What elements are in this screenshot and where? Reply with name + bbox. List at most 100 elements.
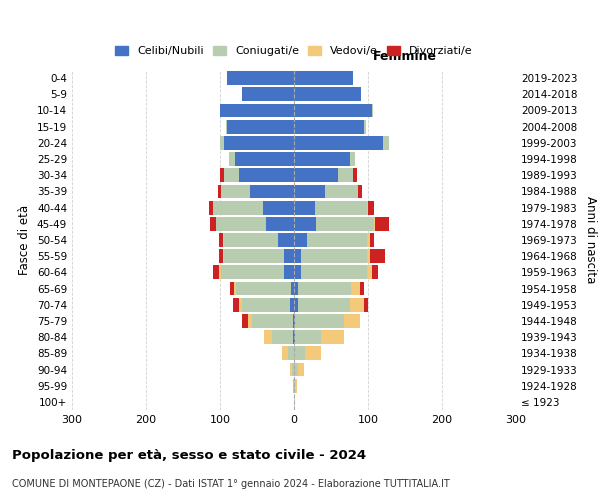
Bar — [272, 330, 293, 344]
Bar — [383, 136, 389, 149]
Bar — [242, 88, 294, 101]
Bar — [294, 379, 295, 392]
Bar — [220, 104, 294, 118]
Bar — [367, 266, 373, 280]
Bar — [298, 282, 351, 296]
Bar — [284, 250, 294, 263]
Bar — [294, 136, 383, 149]
Bar — [223, 233, 224, 247]
Bar — [227, 71, 294, 85]
Bar — [242, 298, 290, 312]
Bar — [294, 104, 372, 118]
Bar — [235, 152, 294, 166]
Bar — [209, 200, 212, 214]
Bar — [218, 184, 221, 198]
Bar — [215, 217, 266, 230]
Bar — [293, 379, 294, 392]
Bar — [370, 233, 374, 247]
Bar — [294, 152, 349, 166]
Bar — [294, 233, 307, 247]
Y-axis label: Fasce di età: Fasce di età — [19, 205, 31, 275]
Bar — [364, 120, 366, 134]
Bar — [290, 362, 292, 376]
Bar — [294, 168, 338, 182]
Bar — [224, 233, 278, 247]
Bar — [230, 282, 234, 296]
Legend: Celibi/Nubili, Coniugati/e, Vedovi/e, Divorziati/e: Celibi/Nubili, Coniugati/e, Vedovi/e, Di… — [111, 42, 477, 61]
Bar — [252, 314, 293, 328]
Bar — [294, 200, 315, 214]
Bar — [307, 233, 367, 247]
Bar — [288, 346, 294, 360]
Bar — [370, 250, 385, 263]
Bar — [294, 314, 295, 328]
Bar — [367, 250, 370, 263]
Bar — [349, 298, 364, 312]
Bar — [212, 200, 263, 214]
Bar — [295, 330, 322, 344]
Text: Popolazione per età, sesso e stato civile - 2024: Popolazione per età, sesso e stato civil… — [12, 450, 366, 462]
Bar — [291, 282, 294, 296]
Bar — [295, 314, 344, 328]
Bar — [294, 184, 325, 198]
Bar — [294, 282, 298, 296]
Bar — [234, 282, 236, 296]
Bar — [220, 168, 224, 182]
Bar — [294, 346, 305, 360]
Bar — [224, 250, 284, 263]
Bar — [236, 282, 291, 296]
Bar — [224, 168, 239, 182]
Bar — [239, 168, 294, 182]
Bar — [298, 362, 304, 376]
Text: Femmine: Femmine — [373, 50, 437, 63]
Bar — [294, 330, 295, 344]
Bar — [284, 266, 294, 280]
Bar — [293, 330, 294, 344]
Bar — [294, 120, 364, 134]
Bar — [364, 298, 368, 312]
Bar — [219, 233, 223, 247]
Bar — [227, 120, 294, 134]
Bar — [316, 217, 374, 230]
Bar — [368, 200, 374, 214]
Bar — [372, 104, 373, 118]
Bar — [373, 266, 379, 280]
Bar — [360, 282, 364, 296]
Text: COMUNE DI MONTEPAONE (CZ) - Dati ISTAT 1° gennaio 2024 - Elaborazione TUTTITALIA: COMUNE DI MONTEPAONE (CZ) - Dati ISTAT 1… — [12, 479, 450, 489]
Bar — [221, 184, 250, 198]
Bar — [298, 298, 349, 312]
Bar — [221, 266, 284, 280]
Bar — [367, 200, 368, 214]
Bar — [293, 314, 294, 328]
Bar — [223, 250, 224, 263]
Bar — [305, 346, 322, 360]
Bar — [248, 314, 252, 328]
Bar — [353, 168, 357, 182]
Y-axis label: Anni di nascita: Anni di nascita — [584, 196, 597, 284]
Bar — [209, 217, 215, 230]
Bar — [294, 71, 353, 85]
Bar — [250, 184, 294, 198]
Bar — [219, 266, 221, 280]
Bar — [239, 298, 242, 312]
Bar — [226, 120, 227, 134]
Bar — [301, 266, 367, 280]
Bar — [376, 217, 389, 230]
Bar — [358, 184, 362, 198]
Bar — [351, 282, 360, 296]
Bar — [229, 152, 235, 166]
Bar — [367, 233, 370, 247]
Bar — [322, 330, 344, 344]
Bar — [214, 266, 219, 280]
Bar — [282, 346, 288, 360]
Bar — [338, 168, 353, 182]
Bar — [295, 379, 297, 392]
Bar — [242, 314, 248, 328]
Bar — [220, 136, 224, 149]
Bar — [301, 250, 367, 263]
Bar — [233, 298, 239, 312]
Bar — [290, 298, 294, 312]
Bar — [374, 217, 376, 230]
Bar — [278, 233, 294, 247]
Bar — [315, 200, 367, 214]
